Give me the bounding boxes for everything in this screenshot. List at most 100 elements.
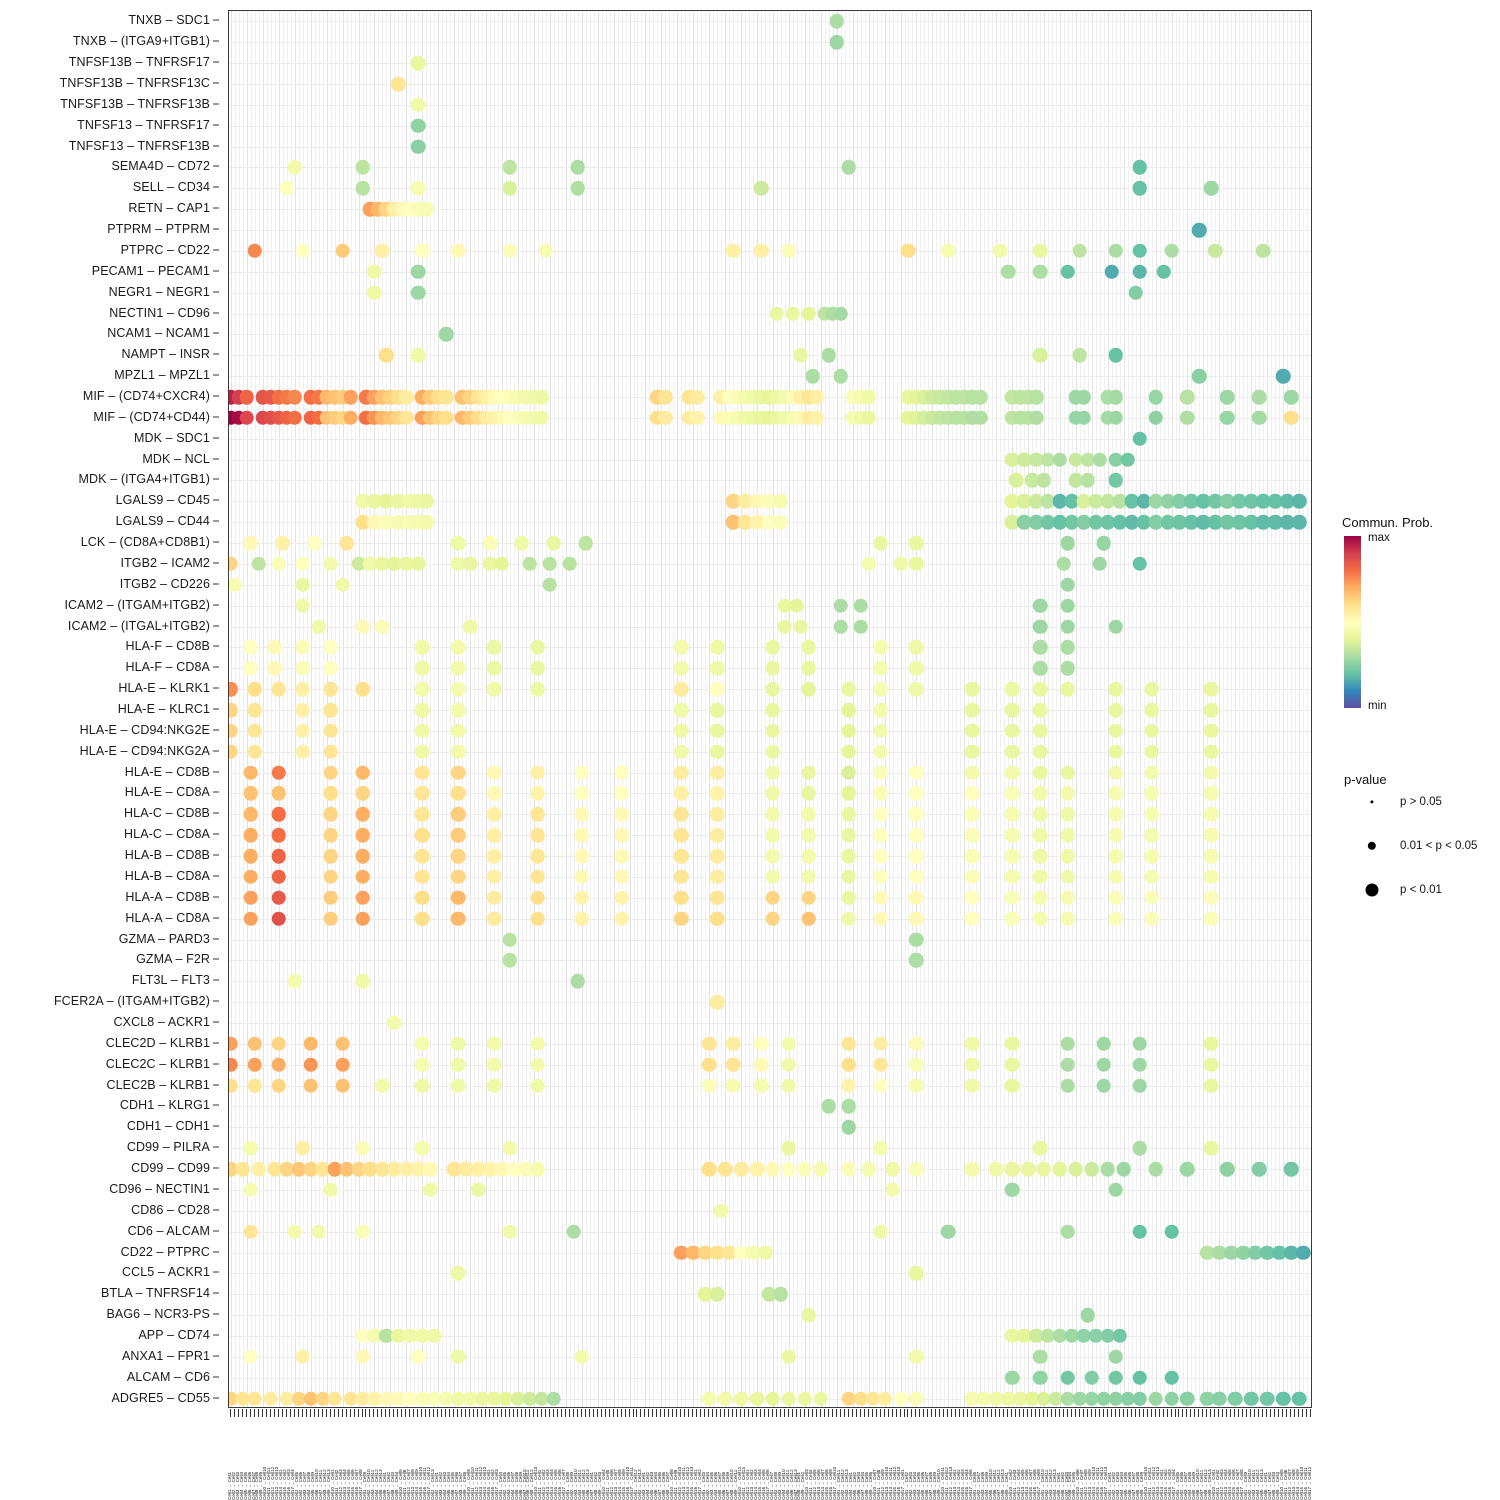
bubble-point [279, 181, 295, 196]
y-axis-tickmark [213, 854, 219, 856]
bubble-point [1092, 452, 1108, 467]
bubble-point [379, 1391, 394, 1406]
bubble-point [291, 1391, 306, 1406]
x-axis-tickmark [612, 1409, 614, 1417]
bubble-point [391, 1391, 406, 1406]
vertical-gridline [1175, 11, 1177, 1407]
bubble-point [450, 807, 466, 822]
vertical-gridline [605, 11, 607, 1407]
bubble-point [1096, 1057, 1112, 1072]
y-axis-tickmark [213, 958, 219, 960]
y-axis-tickmark [213, 165, 219, 167]
bubble-point [674, 702, 689, 718]
bubble-point [674, 744, 689, 759]
bubble-point [1108, 1391, 1123, 1406]
bubble-point [765, 890, 781, 906]
bubble-point [1016, 1328, 1032, 1344]
bubble-point [1004, 848, 1020, 864]
bubble-point [797, 1161, 813, 1177]
y-axis-tick-label: TNFSF13B – TNFRSF13C [59, 76, 210, 91]
y-axis-tick-label: GZMA – PARD3 [118, 931, 210, 946]
x-axis-tickmark [991, 1409, 993, 1417]
horizontal-gridline [229, 543, 1311, 545]
y-axis-tickmark [213, 666, 219, 668]
bubble-point [1180, 410, 1195, 426]
bubble-point [247, 681, 263, 697]
x-axis-tickmark [349, 1409, 351, 1417]
vertical-gridline [980, 11, 982, 1407]
vertical-gridline [729, 11, 731, 1407]
bubble-point [375, 556, 390, 572]
vertical-gridline [737, 11, 739, 1407]
x-axis-tickmark [775, 1409, 777, 1417]
bubble-point [415, 807, 430, 822]
bubble-point [1144, 723, 1159, 739]
vertical-gridline [689, 11, 691, 1407]
bubble-point [287, 974, 302, 989]
bubble-point [458, 1161, 474, 1177]
y-axis-tick-label: NEGR1 – NEGR1 [108, 284, 210, 299]
bubble-point [1032, 765, 1048, 780]
vertical-gridline [657, 11, 659, 1407]
x-axis-tickmark [680, 1409, 682, 1417]
vertical-gridline [641, 11, 643, 1407]
bubble-point [295, 243, 310, 259]
bubble-point [1068, 1161, 1084, 1177]
bubble-point [833, 306, 848, 321]
bubble-point [1295, 1245, 1311, 1260]
bubble-point [690, 410, 705, 426]
bubble-point [1232, 514, 1247, 530]
bubble-point [1032, 348, 1048, 363]
bubble-point [1164, 1224, 1179, 1239]
vertical-gridline [1059, 11, 1061, 1407]
bubble-point [1204, 827, 1219, 843]
vertical-gridline [800, 11, 802, 1407]
y-axis-tickmark [213, 353, 219, 355]
x-axis-tickmark [397, 1409, 399, 1417]
vertical-gridline [1219, 11, 1221, 1407]
x-axis-tickmark [1182, 1409, 1184, 1417]
vertical-gridline [1083, 11, 1085, 1407]
bubble-point [450, 890, 466, 906]
bubble-point [1220, 1161, 1235, 1177]
bubble-point [530, 869, 546, 885]
x-axis-tickmark [285, 1409, 287, 1417]
vertical-gridline [378, 11, 380, 1407]
bubble-point [965, 702, 980, 718]
y-axis-tickmark [213, 687, 219, 689]
bubble-point [773, 1286, 789, 1302]
x-axis-tickmark [401, 1409, 403, 1417]
bubble-point [239, 389, 255, 405]
vertical-gridline [1099, 11, 1101, 1407]
bubble-point [502, 181, 518, 196]
vertical-gridline [1235, 11, 1237, 1407]
x-axis-tickmark [389, 1409, 391, 1417]
bubble-point [327, 1161, 342, 1177]
bubble-point [901, 243, 916, 259]
bubble-point [757, 1245, 773, 1260]
x-axis-tickmark [449, 1409, 451, 1417]
x-axis-tickmark [851, 1409, 853, 1417]
bubble-point [674, 869, 689, 885]
bubble-point [542, 577, 558, 593]
y-axis-tick-label: CD6 – ALCAM [127, 1223, 210, 1238]
bubble-point [502, 160, 518, 175]
bubble-point [1108, 827, 1123, 843]
x-axis-tickmarks [228, 1409, 1312, 1418]
vertical-gridline [944, 11, 946, 1407]
y-axis-tick-label: APP – CD74 [138, 1327, 210, 1342]
vertical-gridline [470, 11, 472, 1407]
x-axis-tickmark [261, 1409, 263, 1417]
vertical-gridline [984, 11, 986, 1407]
bubble-point [462, 1391, 478, 1406]
vertical-gridline [406, 11, 408, 1407]
vertical-gridline [509, 11, 511, 1407]
y-axis-tick-label: HLA‑E – KLRK1 [118, 681, 210, 696]
bubble-point [355, 1224, 370, 1239]
bubble-point [355, 181, 370, 196]
bubble-point [271, 911, 287, 926]
bubble-point [972, 410, 988, 426]
bubble-point [841, 1057, 856, 1072]
bubble-point [462, 556, 478, 572]
bubble-point [566, 1224, 581, 1239]
